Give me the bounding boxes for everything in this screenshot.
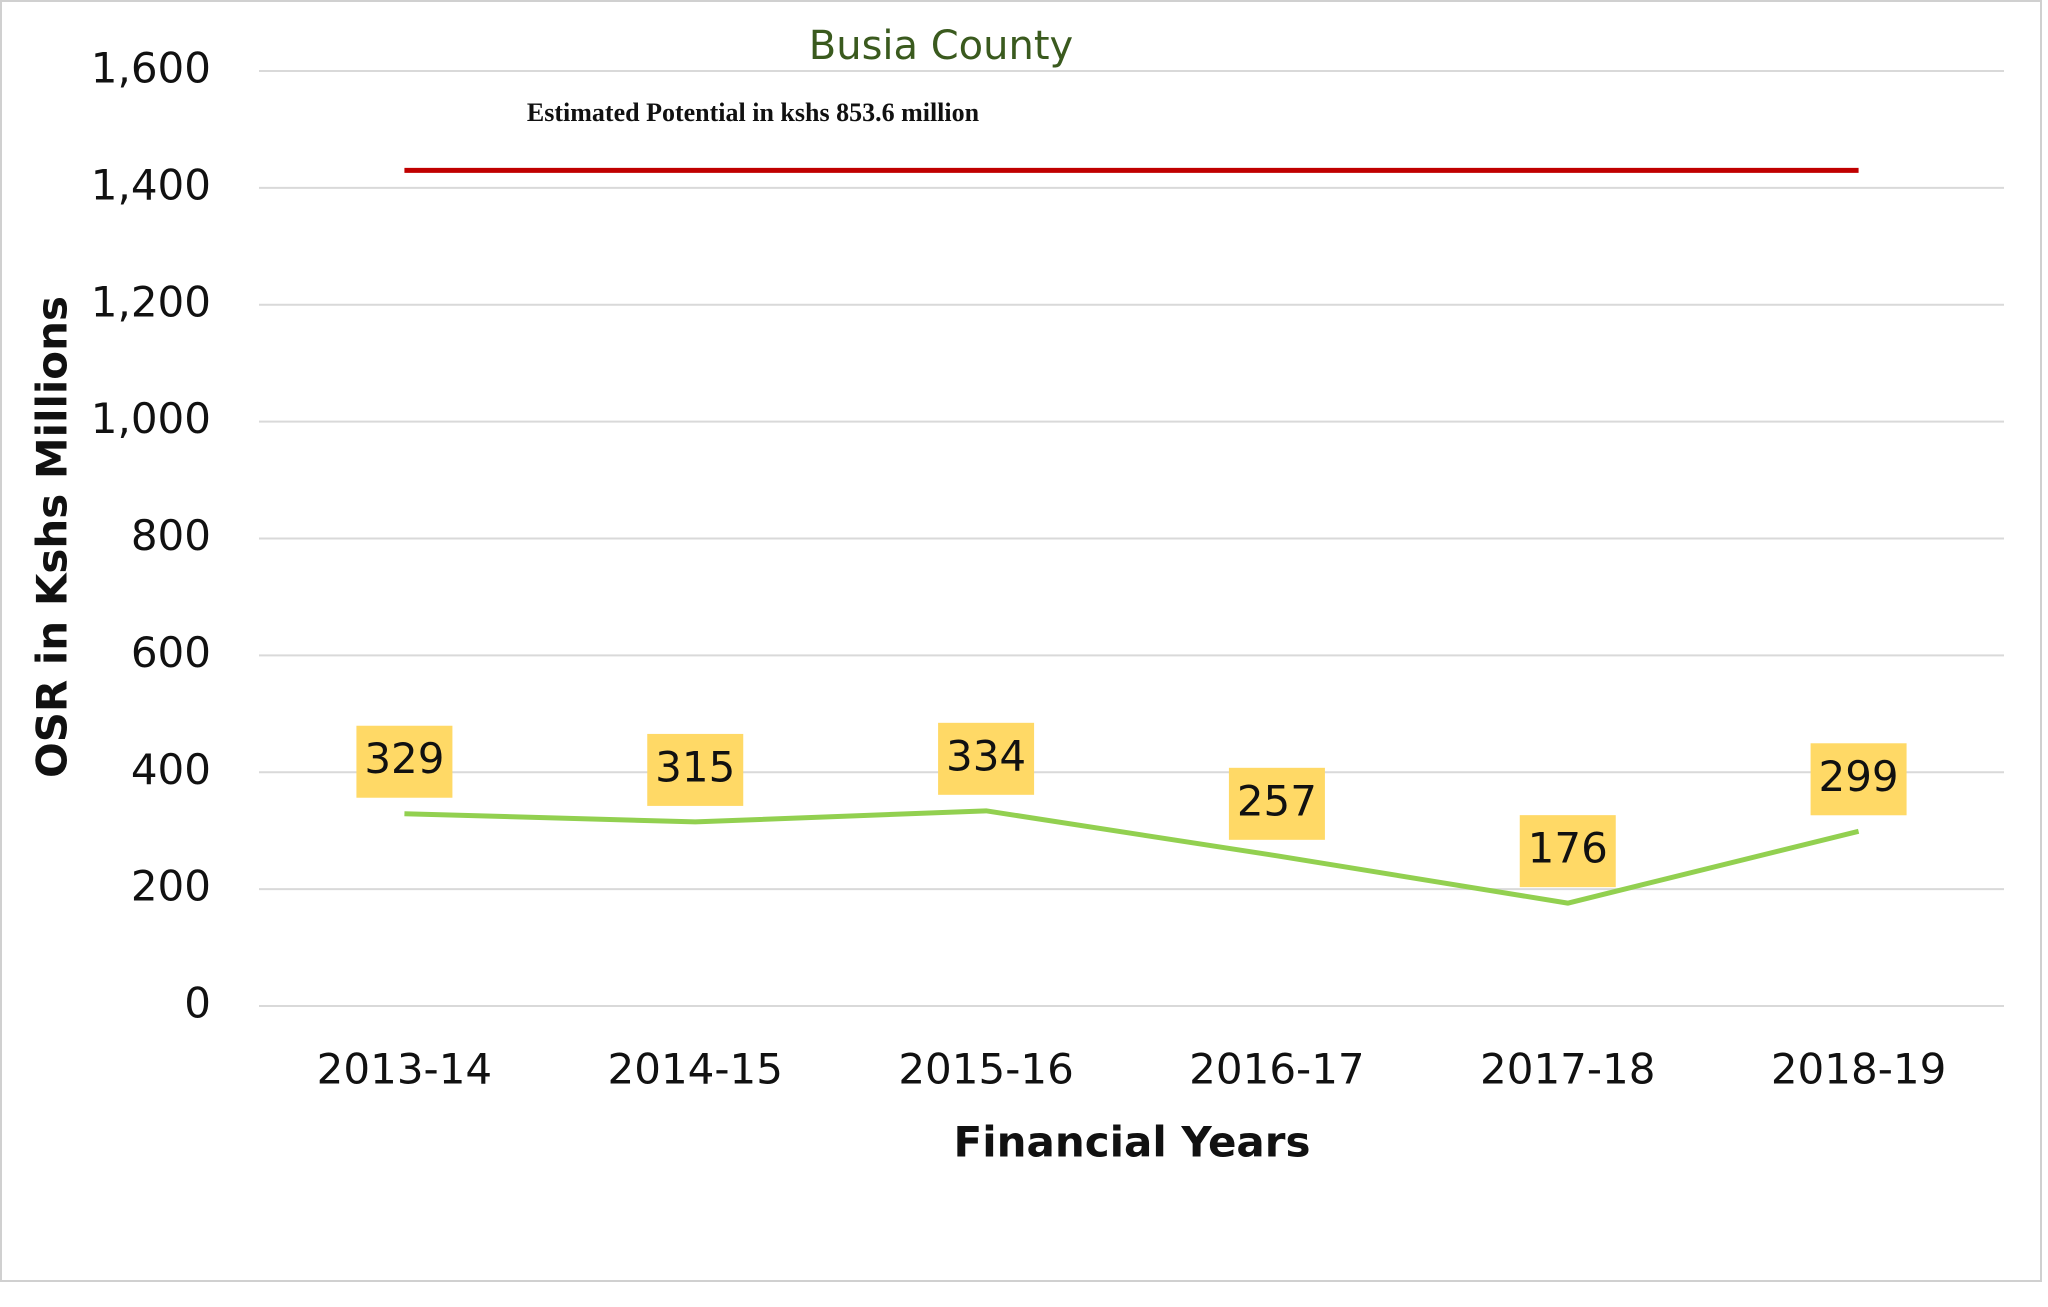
y-tick-label: 1,000 <box>91 394 211 443</box>
x-axis-title: Financial Years <box>954 1118 1311 1167</box>
y-tick-label: 1,400 <box>91 160 211 209</box>
data-label-box <box>356 725 453 798</box>
x-tick-label: 2015-16 <box>898 1045 1074 1094</box>
data-label: 315 <box>655 742 735 791</box>
data-label: 329 <box>364 734 444 783</box>
y-tick-label: 200 <box>131 862 211 911</box>
chart-title: Busia County <box>809 23 1073 69</box>
data-label: 334 <box>946 731 1026 780</box>
x-tick-label: 2018-19 <box>1771 1045 1947 1094</box>
y-tick-label: 800 <box>131 511 211 560</box>
x-tick-label: 2014-15 <box>608 1045 784 1094</box>
y-tick-label: 600 <box>131 628 211 677</box>
data-label: 257 <box>1237 776 1317 825</box>
data-label-box <box>1519 815 1616 888</box>
annotation: Estimated Potential in kshs 853.6 millio… <box>527 98 980 127</box>
y-tick-label: 400 <box>131 745 211 794</box>
data-label: 176 <box>1528 824 1608 873</box>
x-tick-label: 2013-14 <box>317 1045 493 1094</box>
data-label-box <box>1810 743 1907 816</box>
x-tick-label: 2017-18 <box>1480 1045 1656 1094</box>
x-tick-label: 2016-17 <box>1189 1045 1365 1094</box>
chart-border <box>0 0 2042 1282</box>
data-label-box <box>1228 767 1325 840</box>
y-tick-label: 0 <box>184 979 211 1028</box>
y-tick-label: 1,600 <box>91 44 211 93</box>
data-label-box <box>647 733 744 806</box>
data-label: 299 <box>1818 752 1898 801</box>
data-label-box <box>938 722 1035 795</box>
y-axis-title: OSR in Kshs Millions <box>28 296 77 778</box>
y-tick-label: 1,200 <box>91 277 211 326</box>
series-line <box>404 808 1860 906</box>
